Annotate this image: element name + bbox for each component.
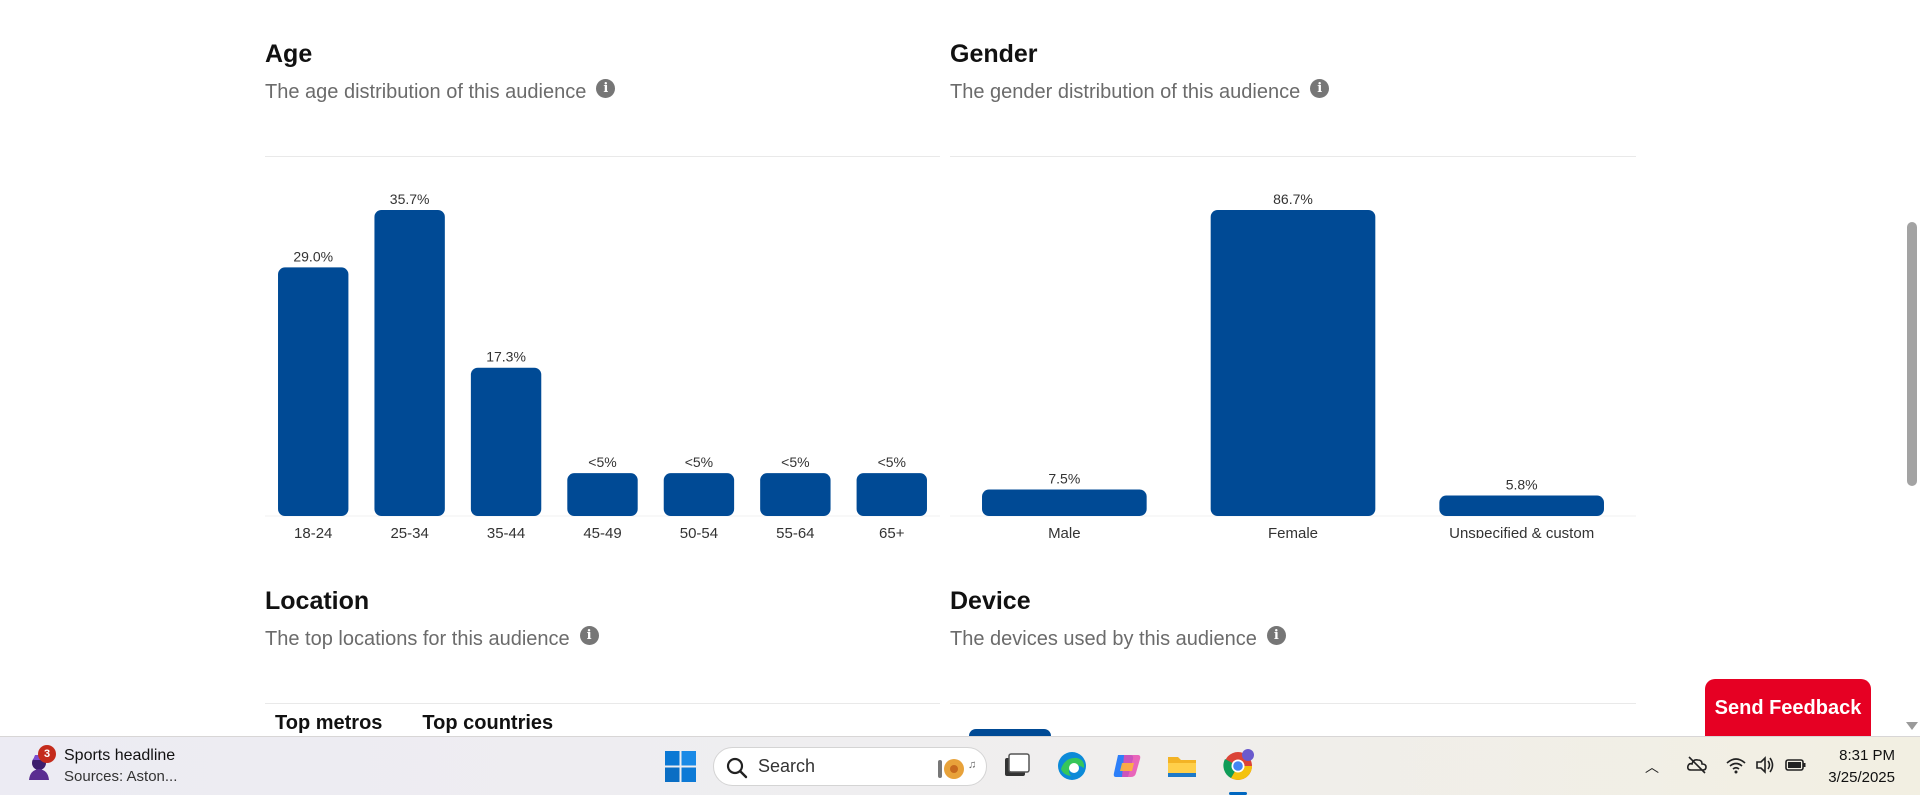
device-section: Device The devices used by this audience… (950, 587, 1636, 743)
scrollbar-thumb[interactable] (1907, 222, 1917, 486)
data-label: 29.0% (293, 248, 333, 264)
bar (567, 473, 638, 516)
gender-title: Gender (950, 40, 1038, 68)
send-feedback-button[interactable]: Send Feedback (1705, 679, 1871, 738)
scroll-down-arrow-icon[interactable] (1906, 722, 1918, 730)
location-subtitle-row: The top locations for this audience i (265, 626, 599, 651)
data-label: 7.5% (1048, 471, 1080, 487)
taskbar: 3 Sports headline Sources: Aston... Sear… (0, 736, 1920, 795)
category-label: 18-24 (294, 525, 332, 538)
device-subtitle: The devices used by this audience (950, 628, 1257, 650)
clock-date[interactable]: 3/25/2025 (1828, 769, 1895, 786)
battery-icon[interactable] (1784, 755, 1808, 775)
device-title: Device (950, 587, 1031, 615)
category-label: 65+ (879, 525, 905, 538)
bar (374, 210, 445, 516)
gender-subtitle-row: The gender distribution of this audience… (950, 79, 1330, 104)
task-view-icon[interactable] (1000, 749, 1034, 783)
clock-time[interactable]: 8:31 PM (1839, 747, 1895, 764)
divider (265, 156, 940, 157)
tab-top-countries[interactable]: Top countries (422, 712, 554, 734)
data-label: 5.8% (1506, 477, 1538, 493)
gender-subtitle: The gender distribution of this audience (950, 81, 1301, 103)
scrollbar[interactable] (1904, 0, 1920, 736)
location-tabs: Top metros Top countries (275, 712, 553, 735)
windows-start-icon[interactable] (665, 751, 696, 782)
age-subtitle-row: The age distribution of this audience i (265, 79, 616, 104)
chevron-up-icon[interactable]: ︿ (1645, 759, 1659, 775)
bar (1210, 210, 1376, 516)
divider (950, 703, 1636, 704)
gender-section: Gender The gender distribution of this a… (950, 40, 1636, 538)
category-label: Unspecified & custom (1449, 525, 1594, 538)
data-label: <5% (685, 454, 713, 470)
bar (856, 473, 927, 516)
age-chart: 29.0% 18-24 35.7% 25-34 17.3% 35-44 <5% 45-49 <5… (265, 191, 940, 538)
category-label: 35-44 (487, 525, 525, 538)
volume-icon[interactable] (1754, 755, 1776, 775)
news-headline: Sports headline (64, 747, 176, 764)
notification-badge: 3 (38, 745, 56, 763)
data-label: 17.3% (486, 349, 526, 365)
location-title: Location (265, 587, 370, 615)
copilot-icon[interactable] (1110, 749, 1144, 783)
category-label: 50-54 (680, 525, 718, 538)
info-icon[interactable]: i (596, 79, 616, 98)
news-widget[interactable]: 3 Sports headline Sources: Aston... (0, 737, 200, 795)
divider (265, 703, 940, 704)
bar (1439, 495, 1604, 516)
age-section: Age The age distribution of this audienc… (265, 40, 940, 538)
taskbar-search-input[interactable]: Search ♫ (713, 747, 987, 786)
data-label: <5% (781, 454, 809, 470)
category-label: 45-49 (583, 525, 621, 538)
info-icon[interactable]: i (1310, 79, 1330, 98)
onedrive-offline-icon[interactable] (1686, 755, 1708, 775)
category-label: 25-34 (390, 525, 428, 538)
news-source: Sources: Aston... (64, 768, 178, 785)
age-title: Age (265, 40, 313, 68)
data-label: 35.7% (390, 191, 430, 207)
category-label: 55-64 (776, 525, 814, 538)
search-icon (726, 757, 748, 779)
info-icon[interactable]: i (579, 626, 599, 645)
search-highlight-icon: ♫ (938, 759, 976, 779)
gender-chart: 7.5% Male 86.7% Female 5.8% Unspecified & cus… (950, 191, 1636, 538)
active-app-indicator (1229, 792, 1247, 795)
location-section: Location The top locations for this audi… (265, 587, 940, 737)
divider (950, 156, 1636, 157)
tab-top-metros[interactable]: Top metros (275, 712, 383, 734)
bar (982, 489, 1147, 516)
age-subtitle: The age distribution of this audience (265, 81, 587, 103)
wifi-icon[interactable] (1725, 755, 1747, 775)
info-icon[interactable]: i (1266, 626, 1286, 645)
file-explorer-icon[interactable] (1165, 749, 1199, 783)
search-label: Search (758, 756, 816, 776)
edge-icon[interactable] (1055, 749, 1089, 783)
device-subtitle-row: The devices used by this audience i (950, 626, 1286, 651)
data-label: 86.7% (1273, 191, 1313, 207)
bar (760, 473, 831, 516)
bar (470, 367, 542, 516)
location-subtitle: The top locations for this audience (265, 628, 570, 650)
data-label: <5% (878, 454, 906, 470)
chrome-icon[interactable] (1221, 749, 1255, 783)
category-label: Male (1048, 525, 1081, 538)
category-label: Female (1268, 525, 1318, 538)
bar (663, 473, 735, 516)
svg-text:♫: ♫ (968, 759, 976, 771)
bar (278, 267, 349, 516)
data-label: <5% (588, 454, 616, 470)
